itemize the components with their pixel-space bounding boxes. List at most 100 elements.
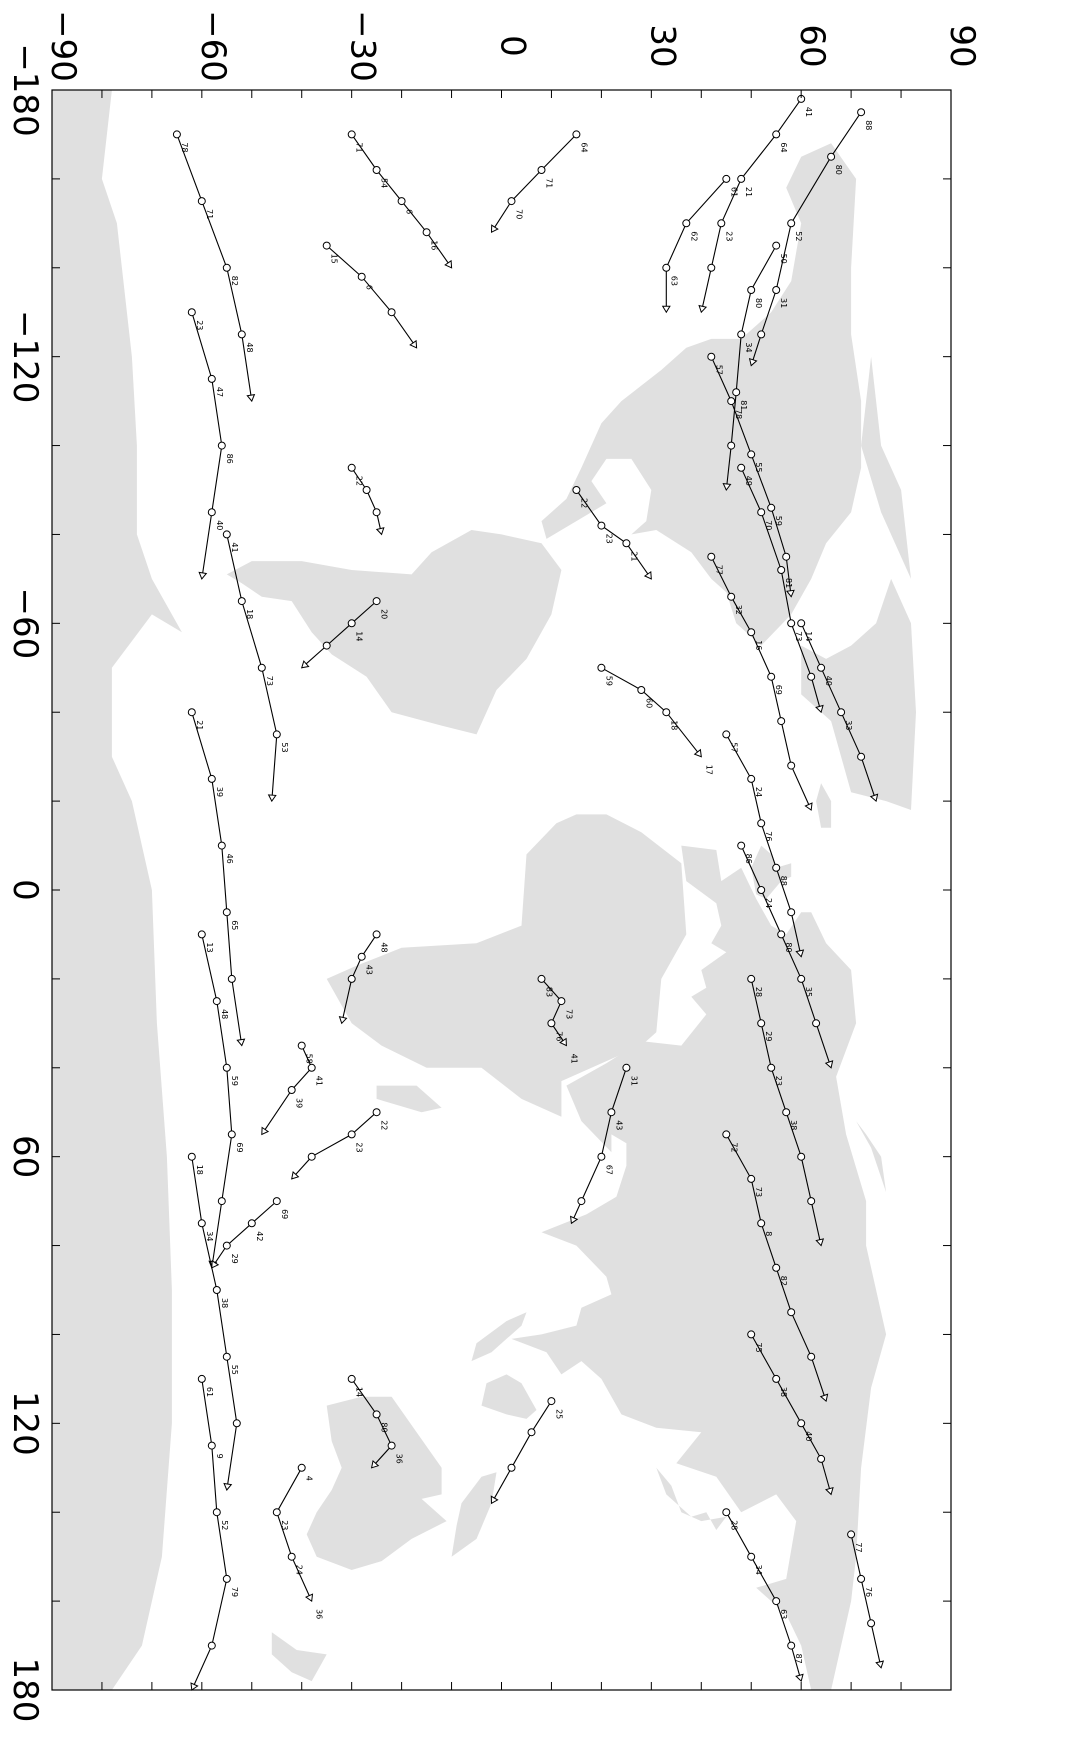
- track-point: [207, 774, 216, 783]
- track-point: [777, 566, 786, 574]
- track-arrowhead: [338, 1016, 348, 1025]
- track-line: [750, 111, 862, 366]
- track-36: 22 23 21: [572, 486, 652, 580]
- track-point: [537, 974, 546, 983]
- track-line: [710, 356, 792, 597]
- track-label: 43: [365, 965, 374, 975]
- track-point: [222, 1063, 231, 1072]
- track-point: [757, 330, 766, 339]
- track-arrowhead: [267, 794, 277, 803]
- track-0: 41 64 21 23: [698, 94, 813, 314]
- track-label: 6: [405, 209, 414, 214]
- land-south-america: [226, 530, 562, 735]
- track-5: 49 70 81 73: [737, 463, 824, 714]
- track-label: 82: [779, 1276, 788, 1286]
- track-point: [622, 1063, 631, 1072]
- land-australia: [306, 1396, 447, 1570]
- track-arrowhead: [291, 1171, 300, 1180]
- track-label: 76: [764, 831, 773, 841]
- track-line: [700, 98, 802, 313]
- track-point: [207, 374, 216, 383]
- track-11: 72 73 8 82: [722, 1130, 829, 1403]
- track-label: 67: [604, 1165, 613, 1175]
- land-africa: [326, 814, 687, 1117]
- track-label: 62: [689, 231, 698, 241]
- track-label: 77: [714, 565, 723, 575]
- track-point: [222, 530, 231, 539]
- track-point: [237, 597, 246, 606]
- track-point: [757, 508, 766, 517]
- track-point: [172, 130, 181, 139]
- track-point: [212, 1286, 221, 1294]
- track-point: [797, 1152, 806, 1161]
- track-label: 38: [220, 1298, 229, 1308]
- land-eurasia: [511, 845, 887, 1690]
- track-label: 73: [265, 676, 274, 686]
- lat-tick-label: −60: [193, 10, 233, 82]
- track-2: 61 62 63: [661, 174, 738, 314]
- track-point: [507, 1463, 516, 1472]
- track-label: 36: [395, 1454, 404, 1464]
- track-arrowhead: [698, 304, 708, 314]
- track-point: [772, 1597, 781, 1606]
- track-9: 86 24 80 35: [737, 841, 834, 1069]
- track-point: [197, 1219, 206, 1228]
- track-arrowhead: [819, 1393, 829, 1403]
- track-point: [347, 130, 356, 139]
- track-label: 18: [245, 609, 254, 619]
- track-line: [740, 845, 832, 1068]
- land-iceland: [816, 783, 832, 828]
- track-point: [207, 1641, 216, 1650]
- track-label: 53: [280, 742, 289, 752]
- track-point: [722, 1508, 731, 1517]
- track-line: [491, 134, 577, 233]
- track-point: [817, 663, 826, 672]
- track-label: 75: [754, 1342, 763, 1352]
- land-greenland: [801, 578, 916, 810]
- track-point: [237, 330, 246, 339]
- track-label: 9: [215, 1454, 224, 1459]
- track-point: [847, 1530, 856, 1539]
- track-point: [797, 619, 806, 628]
- track-point: [322, 641, 331, 650]
- track-point: [597, 1152, 606, 1161]
- track-label: 70: [764, 520, 773, 530]
- track-label: 57: [714, 365, 723, 375]
- track-point: [357, 272, 366, 281]
- land-antarctica: [52, 90, 182, 1690]
- track-point: [707, 263, 716, 272]
- track-21: 61 9 52 79: [190, 1374, 239, 1691]
- land-british-isles: [751, 845, 792, 899]
- track-label: 86: [744, 854, 753, 864]
- track-point: [772, 863, 781, 872]
- track-label: 23: [774, 1076, 783, 1086]
- track-point: [577, 1197, 586, 1206]
- track-label: 17: [704, 765, 713, 775]
- track-point: [747, 628, 756, 637]
- track-20: 18 34 38 55: [187, 1152, 241, 1491]
- track-33: 83 73 76 41: [537, 974, 578, 1064]
- track-label: 59: [774, 516, 783, 526]
- track-label: 15: [330, 254, 339, 264]
- track-arrowhead: [825, 1486, 834, 1496]
- track-point: [222, 1352, 231, 1361]
- track-label: 33: [844, 720, 853, 730]
- track-point: [232, 1419, 241, 1428]
- track-point: [727, 397, 736, 406]
- track-point: [782, 1108, 791, 1117]
- track-line: [191, 1378, 228, 1691]
- lon-tick-label: −180: [5, 43, 45, 136]
- track-label: 18: [669, 720, 678, 730]
- track-label: 28: [729, 1520, 738, 1530]
- track-line: [291, 1111, 377, 1180]
- track-line: [575, 489, 652, 580]
- track-line: [491, 1400, 552, 1504]
- track-point: [727, 592, 736, 601]
- track-label: 42: [255, 1231, 264, 1241]
- track-point: [767, 503, 776, 512]
- lon-tick-label: 180: [5, 1658, 45, 1723]
- track-label: 47: [215, 387, 224, 397]
- track-point: [797, 1419, 806, 1428]
- track-point: [812, 1019, 821, 1028]
